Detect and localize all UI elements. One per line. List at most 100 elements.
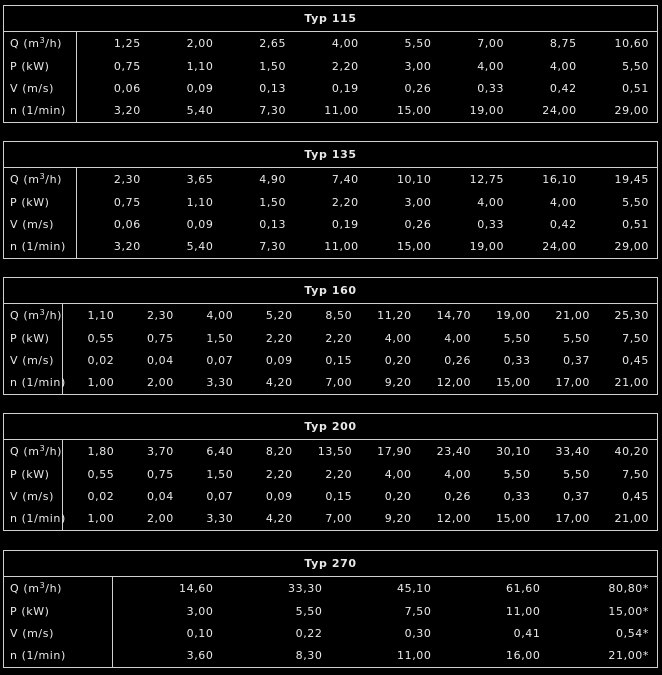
row-speed: n (1/min) 1,00 2,00 3,30 4,20 7,00 9,20 12,00 15… (3, 372, 658, 395)
value-cell: 7,50 (622, 332, 649, 345)
value-cell: 11,00 (397, 649, 432, 662)
value-cell: 7,00 (477, 37, 505, 50)
value-cell: 2,20 (331, 60, 359, 73)
value-cell: 12,00 (436, 512, 472, 525)
value-cell: 80,80* (608, 582, 649, 595)
value-cell: 4,00 (477, 60, 505, 73)
table-title: Typ 160 (3, 277, 658, 304)
value-cell: 0,04 (146, 490, 174, 503)
spec-table-typ-135: Typ 135 Q (m3/h) 2,30 3,65 4,90 7,40 10,10 12,7… (3, 141, 658, 259)
value-cell: 0,75 (146, 332, 174, 345)
row-flow-rate: Q (m3/h) 1,10 2,30 4,00 5,20 8,50 11,20 14,70 19… (3, 303, 658, 328)
label-text: /h) (45, 582, 63, 595)
value-cell: 0,04 (146, 354, 174, 367)
value-cell: 0,37 (563, 354, 591, 367)
value-cell: 7,50 (404, 605, 432, 618)
label-superscript: 3 (39, 172, 46, 181)
value-cell: 16,10 (542, 173, 577, 186)
row-velocity: V (m/s) 0,02 0,04 0,07 0,09 0,15 0,20 0,26 0,33 0… (3, 486, 658, 508)
value-cell: 3,65 (186, 173, 214, 186)
value-cell: 15,00 (496, 512, 531, 525)
value-cell: 2,30 (113, 173, 141, 186)
value-cell: 2,20 (331, 196, 359, 209)
row-flow-rate: Q (m3/h) 2,30 3,65 4,90 7,40 10,10 12,75 16,10 1… (3, 167, 658, 192)
value-cell: 11,00 (324, 104, 359, 117)
row-label-speed: n (1/min) (3, 100, 77, 123)
value-cell: 13,50 (317, 445, 353, 458)
value-cell: 0,75 (113, 196, 141, 209)
value-cell: 21,00 (614, 376, 649, 389)
value-cell: 4,00 (384, 468, 412, 481)
value-cell: 0,54* (616, 627, 649, 640)
value-cell: 0,33 (477, 218, 505, 231)
value-cell: 19,00 (469, 240, 505, 253)
value-cell: 33,40 (555, 445, 591, 458)
value-cell: 8,20 (265, 445, 293, 458)
spec-table-typ-160: Typ 160 Q (m3/h) 1,10 2,30 4,00 5,20 8,50 11,20… (3, 277, 658, 395)
value-cell: 4,20 (265, 376, 293, 389)
label-text: /h) (45, 309, 63, 322)
value-cell: 5,20 (265, 309, 293, 322)
value-cell: 2,00 (186, 37, 214, 50)
value-cell: 3,20 (113, 104, 141, 117)
row-power: P (kW) 3,00 5,50 7,50 11,00 15,00* (3, 601, 658, 623)
value-cell: 7,00 (325, 376, 353, 389)
value-cell: 1,50 (206, 468, 234, 481)
value-cell: 4,00 (444, 332, 472, 345)
row-speed: n (1/min) 3,60 8,30 11,00 16,00 21,00* (3, 645, 658, 668)
value-cell: 2,00 (146, 512, 174, 525)
value-cell: 0,41 (513, 627, 541, 640)
value-cell: 0,09 (265, 354, 293, 367)
value-cell: 0,26 (444, 354, 472, 367)
value-cell: 9,20 (384, 376, 412, 389)
value-cell: 7,50 (622, 468, 649, 481)
value-cell: 3,20 (113, 240, 141, 253)
value-cell: 0,09 (186, 82, 214, 95)
spec-table-typ-270: Typ 270 Q (m3/h) 14,60 33,30 45,10 61,60 80,80… (3, 550, 658, 668)
value-cell: 11,00 (506, 605, 541, 618)
value-cell: 3,00 (186, 605, 214, 618)
value-cell: 16,00 (506, 649, 541, 662)
value-cell: 1,25 (113, 37, 141, 50)
value-cell: 0,20 (384, 354, 412, 367)
value-cell: 6,40 (206, 445, 234, 458)
row-power: P (kW) 0,75 1,10 1,50 2,20 3,00 4,00 4,00 5,50 (3, 192, 658, 214)
label-text: Q (m (10, 37, 40, 50)
value-cell: 2,30 (146, 309, 174, 322)
value-cell: 2,65 (259, 37, 287, 50)
label-text: /h) (45, 37, 63, 50)
value-cell: 0,51 (622, 82, 649, 95)
value-cell: 0,26 (404, 82, 432, 95)
value-cell: 15,00 (396, 104, 432, 117)
row-label-flow-rate: Q (m3/h) (3, 31, 77, 56)
value-cell: 0,07 (206, 354, 234, 367)
value-cell: 61,60 (506, 582, 541, 595)
spec-table-typ-200: Typ 200 Q (m3/h) 1,80 3,70 6,40 8,20 13,50 17,9… (3, 413, 658, 531)
value-cell: 0,33 (503, 490, 531, 503)
value-cell: 0,19 (331, 82, 359, 95)
value-cell: 21,00 (614, 512, 649, 525)
value-cell: 5,50 (503, 332, 531, 345)
label-superscript: 3 (39, 444, 46, 453)
value-cell: 0,02 (87, 354, 115, 367)
value-cell: 3,00 (404, 196, 432, 209)
row-label-velocity: V (m/s) (3, 486, 64, 508)
value-cell: 19,00 (496, 309, 531, 322)
value-cell: 24,00 (542, 240, 577, 253)
value-cell: 7,30 (259, 240, 287, 253)
value-cell: 7,40 (331, 173, 359, 186)
value-cell: 0,33 (477, 82, 505, 95)
value-cell: 8,75 (549, 37, 577, 50)
value-cell: 0,22 (295, 627, 323, 640)
value-cell: 8,30 (295, 649, 323, 662)
value-cell: 3,30 (206, 376, 234, 389)
value-cell: 10,60 (614, 37, 649, 50)
value-cell: 3,70 (146, 445, 174, 458)
row-velocity: V (m/s) 0,02 0,04 0,07 0,09 0,15 0,20 0,26 0,33 0… (3, 350, 658, 372)
value-cell: 45,10 (397, 582, 432, 595)
value-cell: 5,50 (622, 196, 649, 209)
value-cell: 0,51 (622, 218, 649, 231)
value-cell: 4,00 (444, 468, 472, 481)
value-cell: 0,30 (404, 627, 432, 640)
value-cell: 5,50 (404, 37, 432, 50)
